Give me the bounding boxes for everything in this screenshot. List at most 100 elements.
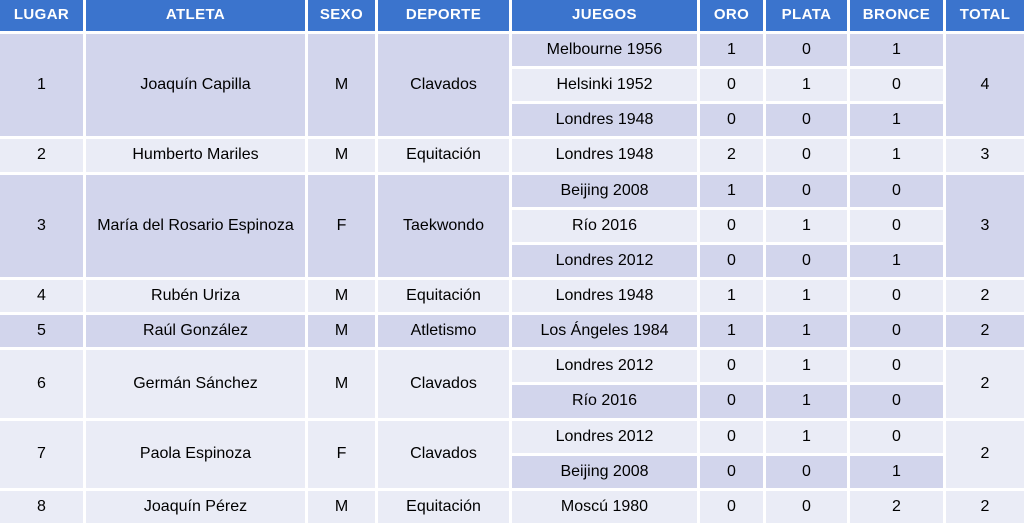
column-header-atleta: ATLETA (86, 0, 305, 31)
cell-atleta: Germán Sánchez (86, 350, 305, 418)
column-header-deporte: DEPORTE (378, 0, 509, 31)
cell-juegos: Beijing 2008 (512, 174, 697, 207)
cell-deporte: Atletismo (378, 315, 509, 348)
cell-deporte: Equitación (378, 279, 509, 313)
cell-atleta: María del Rosario Espinoza (86, 174, 305, 277)
cell-sexo: F (308, 420, 375, 488)
cell-plata: 1 (766, 420, 847, 453)
cell-deporte: Equitación (378, 139, 509, 172)
cell-bronce: 1 (850, 244, 943, 277)
cell-deporte: Clavados (378, 350, 509, 418)
cell-atleta: Paola Espinoza (86, 420, 305, 488)
cell-bronce: 0 (850, 350, 943, 383)
column-header-bronce: BRONCE (850, 0, 943, 31)
cell-sexo: M (308, 34, 375, 137)
cell-sexo: M (308, 350, 375, 418)
cell-bronce: 0 (850, 69, 943, 102)
cell-deporte: Taekwondo (378, 174, 509, 277)
cell-bronce: 0 (850, 385, 943, 418)
cell-plata: 0 (766, 34, 847, 67)
cell-oro: 1 (700, 315, 763, 348)
column-header-plata: PLATA (766, 0, 847, 31)
cell-atleta: Joaquín Pérez (86, 490, 305, 523)
cell-total: 2 (946, 420, 1024, 488)
cell-plata: 0 (766, 139, 847, 172)
cell-lugar: 6 (0, 350, 83, 418)
cell-sexo: M (308, 315, 375, 348)
cell-atleta: Humberto Mariles (86, 139, 305, 172)
cell-bronce: 0 (850, 174, 943, 207)
cell-oro: 0 (700, 490, 763, 523)
cell-oro: 0 (700, 69, 763, 102)
cell-plata: 0 (766, 174, 847, 207)
cell-atleta: Rubén Uriza (86, 279, 305, 313)
cell-bronce: 2 (850, 490, 943, 523)
cell-juegos: Londres 2012 (512, 420, 697, 453)
cell-juegos: Los Ángeles 1984 (512, 315, 697, 348)
cell-lugar: 7 (0, 420, 83, 488)
cell-oro: 1 (700, 174, 763, 207)
cell-bronce: 0 (850, 315, 943, 348)
cell-total: 3 (946, 174, 1024, 277)
column-header-sexo: SEXO (308, 0, 375, 31)
cell-bronce: 0 (850, 420, 943, 453)
cell-oro: 0 (700, 350, 763, 383)
cell-oro: 1 (700, 279, 763, 313)
cell-deporte: Clavados (378, 34, 509, 137)
cell-sexo: F (308, 174, 375, 277)
cell-plata: 1 (766, 209, 847, 242)
cell-lugar: 8 (0, 490, 83, 523)
cell-bronce: 1 (850, 34, 943, 67)
cell-total: 2 (946, 315, 1024, 348)
cell-plata: 0 (766, 244, 847, 277)
cell-juegos: Río 2016 (512, 209, 697, 242)
cell-bronce: 1 (850, 455, 943, 488)
cell-lugar: 4 (0, 279, 83, 313)
cell-oro: 2 (700, 139, 763, 172)
cell-oro: 1 (700, 34, 763, 67)
cell-juegos: Londres 1948 (512, 139, 697, 172)
cell-bronce: 0 (850, 279, 943, 313)
cell-plata: 1 (766, 350, 847, 383)
cell-juegos: Melbourne 1956 (512, 34, 697, 67)
cell-deporte: Clavados (378, 420, 509, 488)
column-header-juegos: JUEGOS (512, 0, 697, 31)
cell-sexo: M (308, 139, 375, 172)
cell-bronce: 1 (850, 139, 943, 172)
cell-plata: 1 (766, 315, 847, 348)
cell-oro: 0 (700, 420, 763, 453)
cell-sexo: M (308, 279, 375, 313)
cell-plata: 1 (766, 279, 847, 313)
cell-plata: 1 (766, 69, 847, 102)
cell-juegos: Londres 2012 (512, 244, 697, 277)
cell-atleta: Joaquín Capilla (86, 34, 305, 137)
cell-total: 2 (946, 350, 1024, 418)
cell-deporte: Equitación (378, 490, 509, 523)
column-header-total: TOTAL (946, 0, 1024, 31)
cell-oro: 0 (700, 244, 763, 277)
cell-bronce: 1 (850, 104, 943, 137)
cell-atleta: Raúl González (86, 315, 305, 348)
column-header-lugar: LUGAR (0, 0, 83, 31)
cell-juegos: Londres 2012 (512, 350, 697, 383)
cell-juegos: Londres 1948 (512, 279, 697, 313)
cell-juegos: Río 2016 (512, 385, 697, 418)
cell-bronce: 0 (850, 209, 943, 242)
cell-total: 2 (946, 279, 1024, 313)
cell-total: 2 (946, 490, 1024, 523)
cell-sexo: M (308, 490, 375, 523)
cell-plata: 1 (766, 385, 847, 418)
cell-total: 4 (946, 34, 1024, 137)
column-header-oro: ORO (700, 0, 763, 31)
cell-lugar: 5 (0, 315, 83, 348)
cell-plata: 0 (766, 104, 847, 137)
cell-lugar: 3 (0, 174, 83, 277)
cell-oro: 0 (700, 385, 763, 418)
cell-oro: 0 (700, 104, 763, 137)
cell-oro: 0 (700, 455, 763, 488)
cell-juegos: Moscú 1980 (512, 490, 697, 523)
cell-juegos: Beijing 2008 (512, 455, 697, 488)
cell-juegos: Helsinki 1952 (512, 69, 697, 102)
cell-juegos: Londres 1948 (512, 104, 697, 137)
